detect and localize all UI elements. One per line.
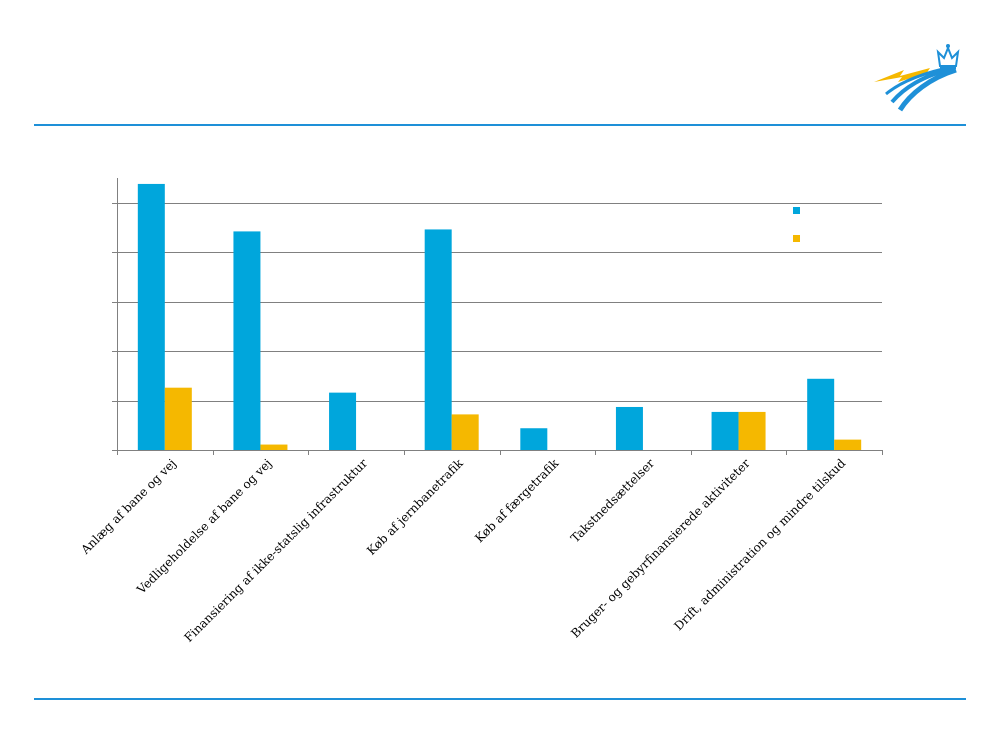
- bar-series-1: [233, 231, 261, 450]
- legend-swatch-series-2: [793, 235, 800, 242]
- bar-series-2: [451, 414, 479, 450]
- bar-series-2: [738, 411, 766, 450]
- category-label: Takstnedsættelser: [568, 456, 657, 545]
- category-label: Anlæg af bane og vej: [78, 456, 179, 557]
- legend-swatch-series-1: [793, 207, 800, 214]
- category-label: Køb af jernbanetrafik: [364, 456, 466, 558]
- legend: [793, 207, 800, 242]
- bar-series-2: [164, 387, 192, 450]
- bar-series-1: [329, 392, 357, 450]
- bar-series-1: [520, 428, 548, 450]
- road-stripe-icon: [897, 67, 957, 112]
- footer-rule: [34, 698, 966, 700]
- category-label: Køb af færgetrafik: [472, 456, 562, 546]
- bar-series-1: [711, 411, 739, 450]
- lightning-icon: [874, 68, 954, 82]
- bar-series-2: [260, 444, 288, 450]
- bar-series-1: [807, 378, 835, 450]
- bars: [137, 183, 862, 450]
- category-label: Finansiering af ikke-statslig infrastruk…: [182, 456, 371, 645]
- bar-series-1: [137, 183, 165, 450]
- category-label: Drift, administration og mindre tilskud: [671, 456, 848, 633]
- bar-series-1: [615, 406, 643, 450]
- bar-series-2: [834, 439, 862, 450]
- crown-road-logo-icon: [874, 44, 960, 112]
- axes: [112, 178, 883, 455]
- road-stripe-icon: [885, 65, 953, 96]
- road-stripe-icon: [890, 66, 955, 104]
- category-label: Bruger- og gebyrfinansierede aktiviteter: [568, 456, 753, 641]
- gridlines: [117, 203, 882, 402]
- bar-series-1: [424, 229, 452, 450]
- header-rule: [34, 124, 966, 126]
